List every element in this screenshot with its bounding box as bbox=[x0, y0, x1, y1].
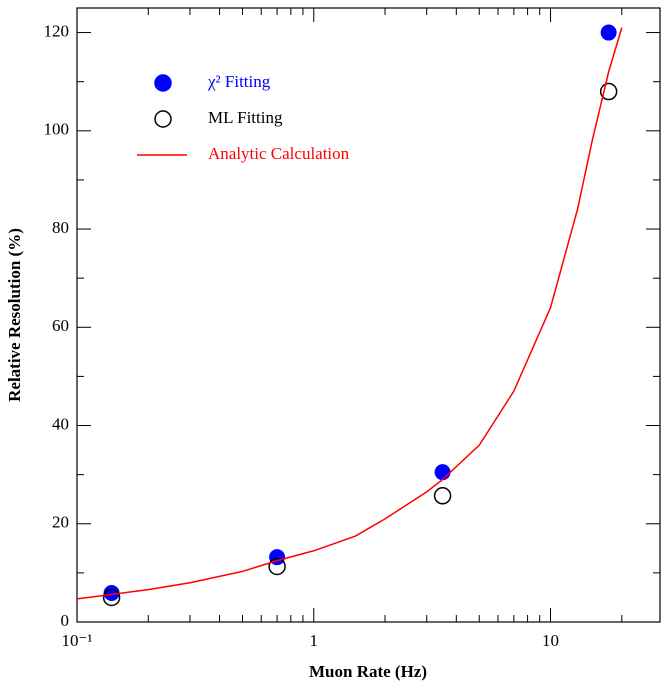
y-axis-title: Relative Resolution (%) bbox=[5, 228, 24, 402]
legend-label: ML Fitting bbox=[208, 108, 283, 127]
y-tick-label: 60 bbox=[52, 316, 69, 335]
y-tick-label: 20 bbox=[52, 513, 69, 532]
marker bbox=[103, 585, 120, 602]
y-tick-label: 120 bbox=[44, 21, 70, 40]
marker bbox=[434, 464, 451, 481]
legend-label: Analytic Calculation bbox=[208, 144, 350, 163]
y-tick-label: 80 bbox=[52, 218, 69, 237]
plot-frame bbox=[76, 7, 661, 623]
marker bbox=[600, 24, 617, 41]
legend-swatch bbox=[154, 110, 172, 128]
x-tick-label: 1 bbox=[310, 631, 319, 650]
marker bbox=[599, 82, 618, 101]
legend-label: χ² Fitting bbox=[207, 72, 271, 91]
marker bbox=[102, 588, 121, 607]
marker bbox=[433, 487, 452, 505]
x-tick-label: 10 bbox=[542, 631, 559, 650]
x-tick-label: 10⁻¹ bbox=[61, 631, 92, 650]
y-tick-label: 100 bbox=[44, 120, 70, 139]
analytic-line bbox=[76, 27, 623, 600]
x-axis-title: Muon Rate (Hz) bbox=[309, 662, 427, 681]
y-tick-label: 0 bbox=[61, 611, 70, 630]
y-tick-label: 40 bbox=[52, 414, 69, 433]
marker bbox=[268, 557, 286, 576]
legend-swatch bbox=[154, 74, 172, 92]
